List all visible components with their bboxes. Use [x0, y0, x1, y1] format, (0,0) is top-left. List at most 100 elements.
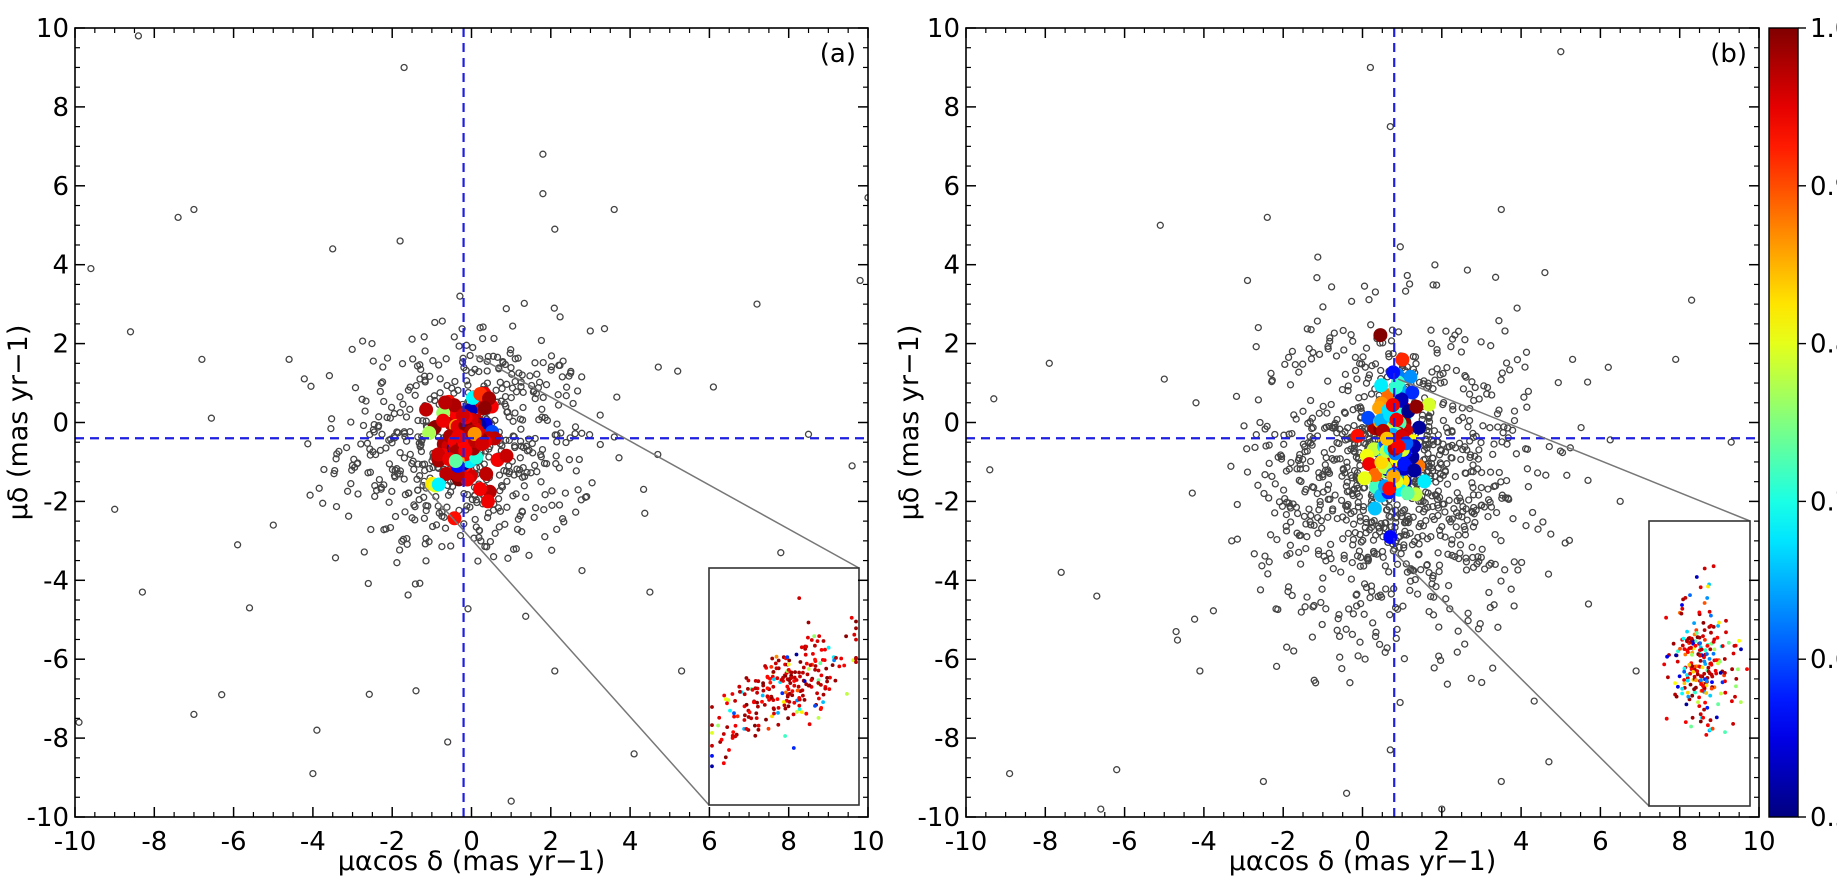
field-star — [1254, 323, 1262, 332]
field-star — [385, 460, 394, 468]
member-star — [447, 511, 462, 526]
field-star — [476, 324, 484, 332]
inset-star — [815, 691, 819, 696]
field-star — [1513, 356, 1522, 364]
inset-star — [761, 681, 765, 686]
inset-star — [1680, 606, 1685, 611]
field-star — [412, 687, 420, 695]
inset-star — [1691, 669, 1696, 674]
field-star — [1341, 370, 1350, 379]
field-star — [1412, 360, 1420, 368]
field-star — [1400, 531, 1408, 539]
inset-star — [725, 725, 730, 729]
field-star — [1523, 403, 1531, 411]
inset-star — [1723, 730, 1727, 734]
field-star — [1455, 439, 1464, 447]
inset-star — [723, 697, 728, 702]
inset-star — [1699, 647, 1704, 652]
x-tick-label: -6 — [221, 827, 247, 857]
field-star — [531, 461, 539, 469]
field-star — [441, 524, 450, 532]
field-star — [442, 355, 450, 363]
field-star — [1296, 450, 1304, 459]
field-star — [1432, 281, 1441, 289]
field-star — [1483, 383, 1492, 392]
member-star — [455, 408, 470, 423]
field-star — [1351, 353, 1360, 362]
inset-star — [710, 764, 714, 769]
inset-star — [854, 619, 858, 624]
field-star — [538, 405, 546, 413]
x-tick-label: 6 — [1592, 827, 1609, 857]
inset-star — [789, 676, 794, 680]
field-star — [1431, 261, 1439, 269]
field-star — [1282, 527, 1291, 535]
field-star — [1284, 583, 1293, 591]
inset-star — [733, 723, 738, 728]
field-star — [1433, 365, 1441, 373]
field-star — [1386, 746, 1394, 754]
field-star — [1486, 424, 1494, 432]
inset-star — [802, 698, 807, 702]
colorbar-tick-label: 0.8 — [1810, 330, 1837, 360]
field-star — [565, 456, 574, 464]
field-star — [417, 365, 425, 374]
field-star — [558, 515, 567, 523]
field-star — [366, 468, 375, 476]
field-star — [307, 382, 315, 390]
field-star — [1367, 587, 1376, 596]
inset-star — [816, 668, 821, 673]
field-star — [505, 436, 513, 445]
field-star — [516, 454, 524, 462]
field-star — [1307, 355, 1316, 363]
field-star — [1196, 667, 1204, 675]
field-star — [138, 588, 147, 596]
field-star — [1443, 480, 1452, 488]
field-star — [1478, 545, 1486, 553]
inset-star — [820, 658, 825, 662]
field-star — [578, 566, 586, 575]
field-star — [1342, 502, 1350, 510]
inset-star — [1662, 662, 1667, 667]
field-star — [1503, 440, 1511, 448]
inset-star — [1680, 603, 1684, 607]
inset-star — [797, 596, 802, 600]
field-star — [1295, 368, 1303, 376]
inset-star — [1707, 657, 1712, 661]
field-star — [435, 361, 443, 369]
field-star — [613, 393, 621, 401]
field-star — [538, 445, 547, 454]
field-star — [1274, 605, 1282, 614]
field-star — [498, 483, 507, 491]
inset-star — [1675, 659, 1680, 664]
field-star — [1281, 494, 1289, 503]
field-star — [1093, 592, 1101, 600]
inset-star — [794, 678, 799, 682]
field-star — [1354, 503, 1363, 511]
field-star — [391, 473, 399, 481]
y-tick-label: 0 — [943, 409, 960, 439]
y-tick-label: 6 — [943, 172, 960, 202]
inset-star — [816, 681, 821, 685]
field-star — [1299, 360, 1307, 368]
field-star — [1261, 471, 1269, 479]
inset-star — [1724, 618, 1728, 623]
member-star — [1385, 398, 1400, 413]
field-star — [1367, 523, 1376, 531]
zoom-connector — [419, 481, 710, 806]
field-star — [269, 521, 277, 529]
inset-star — [1701, 621, 1706, 625]
field-star — [1523, 465, 1532, 473]
field-star — [1251, 443, 1259, 452]
field-star — [539, 150, 547, 158]
field-star — [1367, 519, 1375, 527]
field-star — [174, 213, 182, 222]
inset-star — [735, 714, 740, 719]
field-star — [1308, 633, 1317, 641]
inset-star — [756, 723, 761, 728]
field-star — [1396, 698, 1404, 707]
inset-star — [744, 702, 749, 707]
field-star — [1477, 338, 1485, 346]
field-star — [586, 327, 594, 335]
